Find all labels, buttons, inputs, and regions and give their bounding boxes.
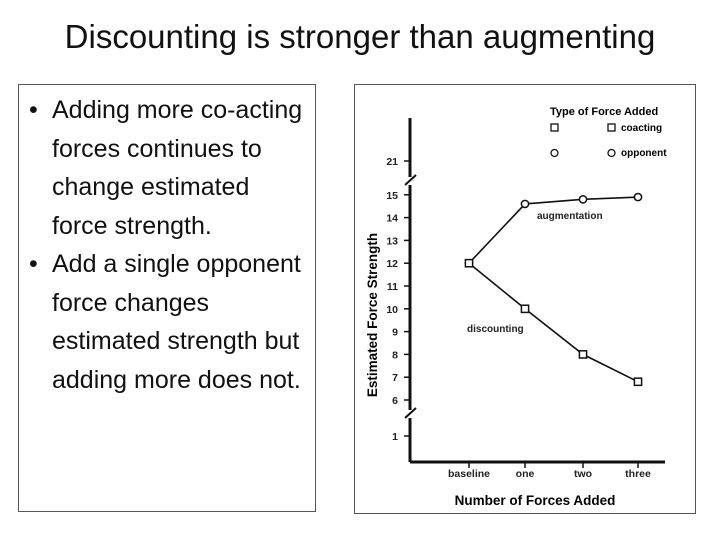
legend-square-marker	[607, 123, 616, 132]
x-tick-label: one	[516, 468, 535, 480]
legend-circle-marker	[607, 148, 616, 158]
y-tick-label: 10	[386, 304, 398, 316]
bullet-text-box: • Adding more co-acting forces continues…	[18, 84, 316, 512]
data-point	[578, 195, 588, 204]
series-line-augmentation	[468, 196, 639, 264]
y-tick-label: 7	[392, 372, 398, 384]
bullet-item: • Adding more co-acting forces continues…	[19, 91, 315, 245]
y-tick-label: 13	[386, 235, 398, 247]
y-tick-label: 6	[392, 395, 398, 407]
series-label-discounting: discounting	[467, 324, 524, 335]
series-line-discounting	[468, 262, 639, 383]
y-axis-label: Estimated Force Strength	[365, 233, 380, 397]
y-tick-label: 1	[392, 431, 398, 443]
x-tick-label: two	[574, 468, 592, 480]
bullet-list: • Adding more co-acting forces continues…	[19, 85, 315, 399]
y-tick-label: 21	[386, 156, 398, 168]
axis-break-mark	[404, 407, 417, 419]
x-axis: baseline one two three	[410, 460, 665, 480]
data-point	[520, 199, 530, 209]
data-point	[633, 377, 643, 387]
bullet-dot: •	[29, 96, 38, 124]
data-point	[520, 304, 530, 314]
legend-label-opponent: opponent	[621, 148, 667, 159]
data-point	[633, 192, 643, 202]
chart-figure: 1 6 7 8 9 10 11 12 13 14 15 21 baseline one two three …	[354, 84, 696, 514]
bullet-text: Adding more co-acting forces continues t…	[52, 96, 303, 240]
legend-label-coacting: coacting	[621, 123, 662, 134]
legend-title: Type of Force Added	[550, 106, 658, 118]
y-tick-label: 8	[392, 349, 398, 361]
x-tick-label: baseline	[448, 468, 490, 480]
data-point	[578, 350, 588, 359]
axis-break-mark	[404, 174, 417, 186]
series-layer: augmentation discounting	[464, 192, 643, 387]
y-tick-label: 12	[386, 258, 398, 270]
legend: Type of Force Added coacting opponent	[550, 106, 667, 159]
x-axis-label: Number of Forces Added	[455, 493, 616, 508]
bullet-dot: •	[29, 250, 38, 278]
y-tick-label: 9	[392, 327, 398, 339]
x-tick-label: three	[625, 468, 651, 480]
legend-square-marker	[550, 123, 559, 132]
y-tick-label: 11	[387, 281, 398, 293]
bullet-item: • Add a single opponent force changes es…	[19, 245, 315, 399]
y-axis: 1 6 7 8 9 10 11 12 13 14 15 21	[386, 118, 417, 462]
y-tick-label: 15	[386, 190, 398, 202]
y-tick-label: 14	[386, 213, 398, 225]
data-point	[464, 258, 474, 268]
slide-title: Discounting is stronger than augmenting	[64, 18, 656, 55]
series-label-augmentation: augmentation	[537, 211, 603, 222]
legend-circle-marker	[550, 148, 559, 158]
bullet-text: Add a single opponent force changes esti…	[52, 250, 301, 394]
